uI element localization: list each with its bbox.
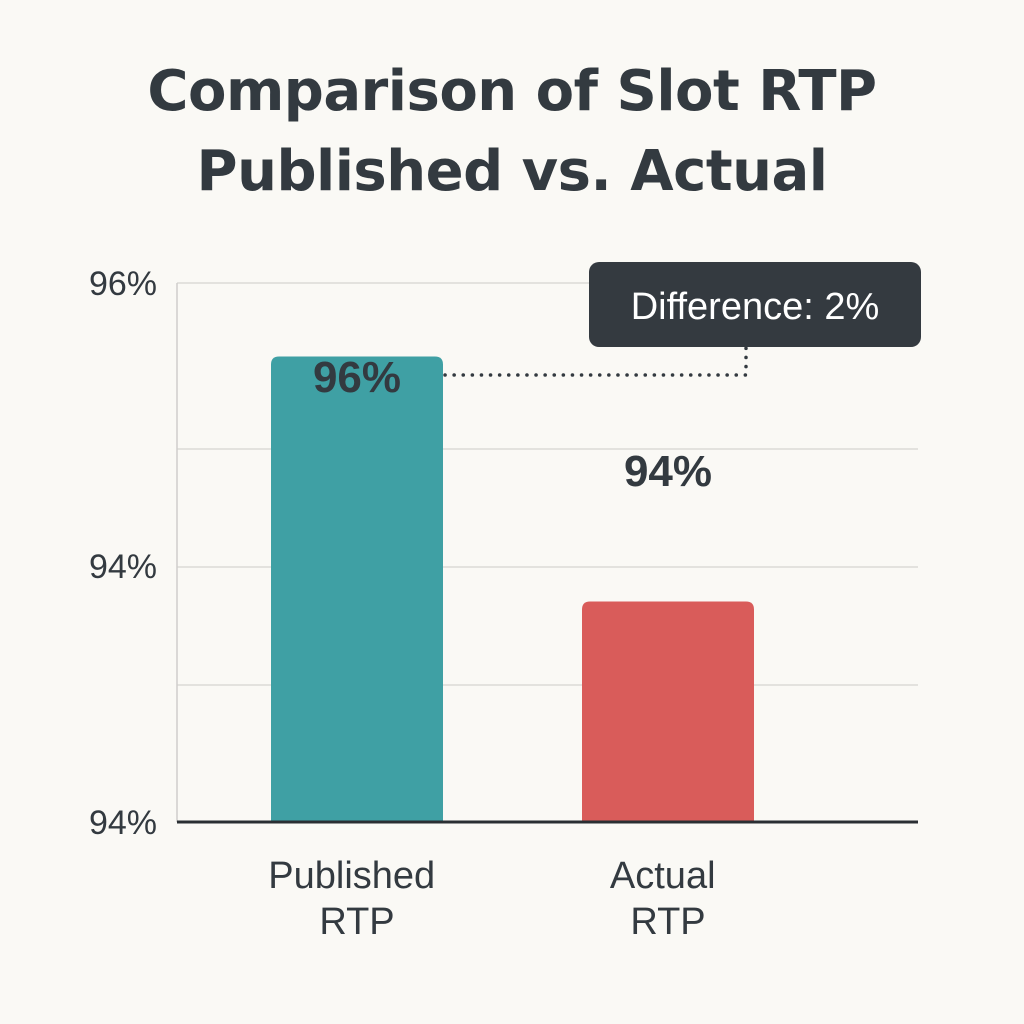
chart-title: Comparison of Slot RTP Published vs. Act…: [0, 52, 1024, 212]
category-label: Published RTP: [268, 855, 445, 943]
category-labels: Published RTP Actual RTP: [268, 855, 726, 943]
category-label-line: RTP: [319, 901, 394, 943]
difference-callout-text: Difference: 2%: [631, 286, 880, 328]
category-label-line: Actual: [610, 855, 716, 897]
bar-published-rtp: [271, 356, 443, 822]
bars: [271, 356, 754, 822]
value-label: 94%: [624, 447, 712, 496]
chart-title-line-1: Comparison of Slot RTP: [147, 59, 877, 124]
value-labels: 96% 94%: [313, 353, 712, 496]
bar-actual-rtp: [582, 601, 754, 822]
y-tick-label: 94%: [89, 548, 157, 586]
value-label: 96%: [313, 353, 401, 402]
difference-annotation: Difference: 2%: [443, 262, 921, 377]
category-label: Actual RTP: [610, 855, 726, 943]
difference-connector: [443, 344, 748, 377]
category-label-line: Published: [268, 855, 435, 897]
difference-callout: [589, 262, 921, 347]
category-label-line: RTP: [630, 901, 705, 943]
y-tick-labels: 96% 94% 94%: [89, 265, 157, 842]
chart-title-line-2: Published vs. Actual: [196, 139, 828, 204]
y-tick-label: 96%: [89, 265, 157, 303]
y-tick-label: 94%: [89, 804, 157, 842]
